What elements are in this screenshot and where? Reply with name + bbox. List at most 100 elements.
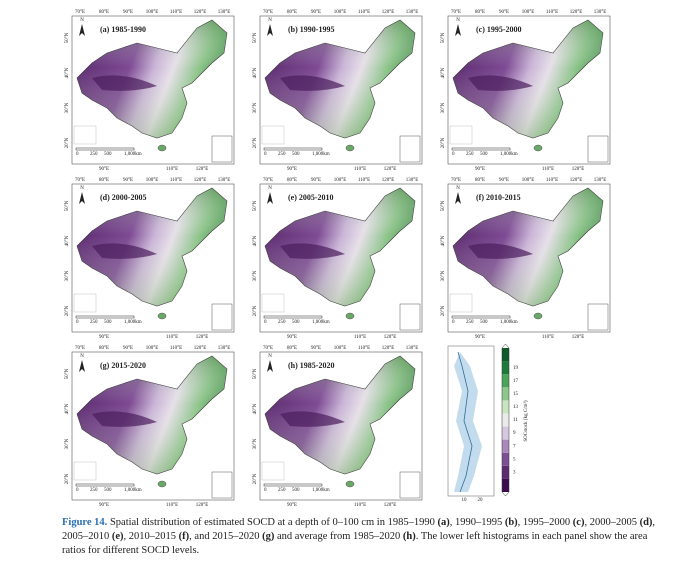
- scale-label: 0: [452, 320, 455, 325]
- lat-label: 40°N: [253, 67, 258, 78]
- caption-text: (d): [639, 517, 653, 528]
- lat-label: 50°N: [253, 200, 258, 211]
- scale-label: 1,000km: [124, 320, 142, 325]
- lon-label: 120°E: [384, 167, 397, 172]
- lon-label: 110°E: [358, 10, 370, 15]
- lon-label: 100°E: [522, 178, 535, 183]
- caption-text: , 2005–2010: [62, 517, 656, 542]
- lon-label: 80°E: [287, 178, 297, 183]
- lon-label: 70°E: [263, 178, 273, 183]
- lon-label: 80°E: [99, 346, 109, 351]
- lon-label: 100°E: [334, 10, 347, 15]
- lon-label: 70°E: [263, 346, 273, 351]
- caption: Figure 14. Spatial distribution of estim…: [62, 516, 672, 558]
- lat-label: 30°N: [65, 102, 70, 113]
- hist-box: [261, 293, 285, 313]
- hist-tick: 10: [462, 498, 468, 503]
- lon-label: 90°E: [287, 503, 297, 508]
- colorbar-title: SOCstock (kg C/m²): [523, 400, 529, 442]
- scale-label: 0: [264, 320, 267, 325]
- lat-label: 50°N: [441, 32, 446, 43]
- lon-label: 130°E: [594, 178, 607, 183]
- inset-box: [211, 135, 233, 163]
- caption-text: Spatial distribution of estimated SOCD a…: [107, 517, 438, 528]
- lon-label: 90°E: [311, 10, 321, 15]
- panel-title: (e) 2005-2010: [288, 193, 334, 202]
- lat-label: 30°N: [65, 438, 70, 449]
- lat-label: 40°N: [65, 403, 70, 414]
- north-label: N: [268, 18, 272, 23]
- lon-label: 90°E: [123, 10, 133, 15]
- lat-label: 20°N: [253, 137, 258, 148]
- lat-label: 20°N: [253, 473, 258, 484]
- north-label: N: [80, 354, 84, 359]
- lon-label: 70°E: [75, 346, 85, 351]
- lon-label: 110°E: [542, 167, 554, 172]
- lat-label: 30°N: [253, 102, 258, 113]
- inset-box: [211, 471, 233, 499]
- lon-label: 110°E: [542, 335, 554, 340]
- lon-label: 120°E: [570, 10, 583, 15]
- scale-bar: [451, 147, 511, 151]
- panel-title: (c) 1995-2000: [476, 25, 522, 34]
- colorbar-tick: 7: [513, 444, 516, 449]
- caption-text: , 2000–2005: [584, 517, 640, 528]
- lat-label: 40°N: [441, 235, 446, 246]
- lat-label: 50°N: [253, 368, 258, 379]
- lon-label: 130°E: [218, 178, 231, 183]
- north-arrow: [79, 360, 85, 372]
- lon-label: 80°E: [475, 178, 485, 183]
- lat-label: 40°N: [253, 235, 258, 246]
- lon-label: 120°E: [194, 178, 207, 183]
- hist-box: [73, 293, 97, 313]
- scale-bar: [263, 483, 323, 487]
- lon-label: 120°E: [384, 335, 397, 340]
- lon-label: 120°E: [194, 10, 207, 15]
- colorbar-segment: [502, 478, 509, 492]
- colorbar-tick: 11: [513, 418, 518, 423]
- scale-label: 250: [278, 152, 286, 157]
- inset-box: [211, 303, 233, 331]
- caption-label: Figure 14.: [62, 517, 108, 528]
- lon-label: 130°E: [218, 346, 231, 351]
- caption-text: (f): [178, 531, 190, 542]
- inset-box: [399, 303, 421, 331]
- north-arrow: [455, 192, 461, 204]
- scale-bar: [263, 315, 323, 319]
- map-panel: 70°E 80°E 90°E 100°E 110°E 120°E 130°E 50°N 40°N…: [441, 10, 611, 172]
- lon-label: 80°E: [99, 178, 109, 183]
- lon-label: 100°E: [334, 178, 347, 183]
- lon-label: 120°E: [196, 503, 209, 508]
- lon-label: 110°E: [358, 346, 370, 351]
- lat-label: 20°N: [65, 137, 70, 148]
- north-arrow: [267, 24, 273, 36]
- map-panel: 70°E 80°E 90°E 100°E 110°E 120°E 130°E 50°N 40°N…: [253, 178, 423, 340]
- north-label: N: [80, 186, 84, 191]
- colorbar-segment: [502, 452, 509, 466]
- lon-label: 100°E: [146, 10, 159, 15]
- colorbar-tick: 9: [513, 431, 516, 436]
- caption-text: (g): [262, 531, 275, 542]
- scale-label: 0: [76, 320, 79, 325]
- scale-label: 500: [480, 152, 488, 157]
- lon-label: 110°E: [170, 346, 182, 351]
- caption-text: (h): [402, 531, 416, 542]
- scale-label: 250: [278, 320, 286, 325]
- lon-label: 120°E: [196, 167, 209, 172]
- scale-label: 500: [104, 488, 112, 493]
- colorbar-segment: [502, 413, 509, 427]
- scale-label: 250: [90, 488, 98, 493]
- lat-label: 30°N: [253, 270, 258, 281]
- lat-label: 30°N: [441, 102, 446, 113]
- colorbar-segment: [502, 361, 509, 375]
- colorbar-segment: [502, 348, 509, 362]
- hist-band: [454, 352, 482, 492]
- scale-bar: [75, 315, 135, 319]
- lat-label: 50°N: [253, 32, 258, 43]
- colorbar-tick: 5: [513, 457, 516, 462]
- lon-label: 120°E: [382, 346, 395, 351]
- scale-label: 250: [90, 152, 98, 157]
- scale-label: 250: [90, 320, 98, 325]
- caption-text: , 1990–1995: [449, 517, 505, 528]
